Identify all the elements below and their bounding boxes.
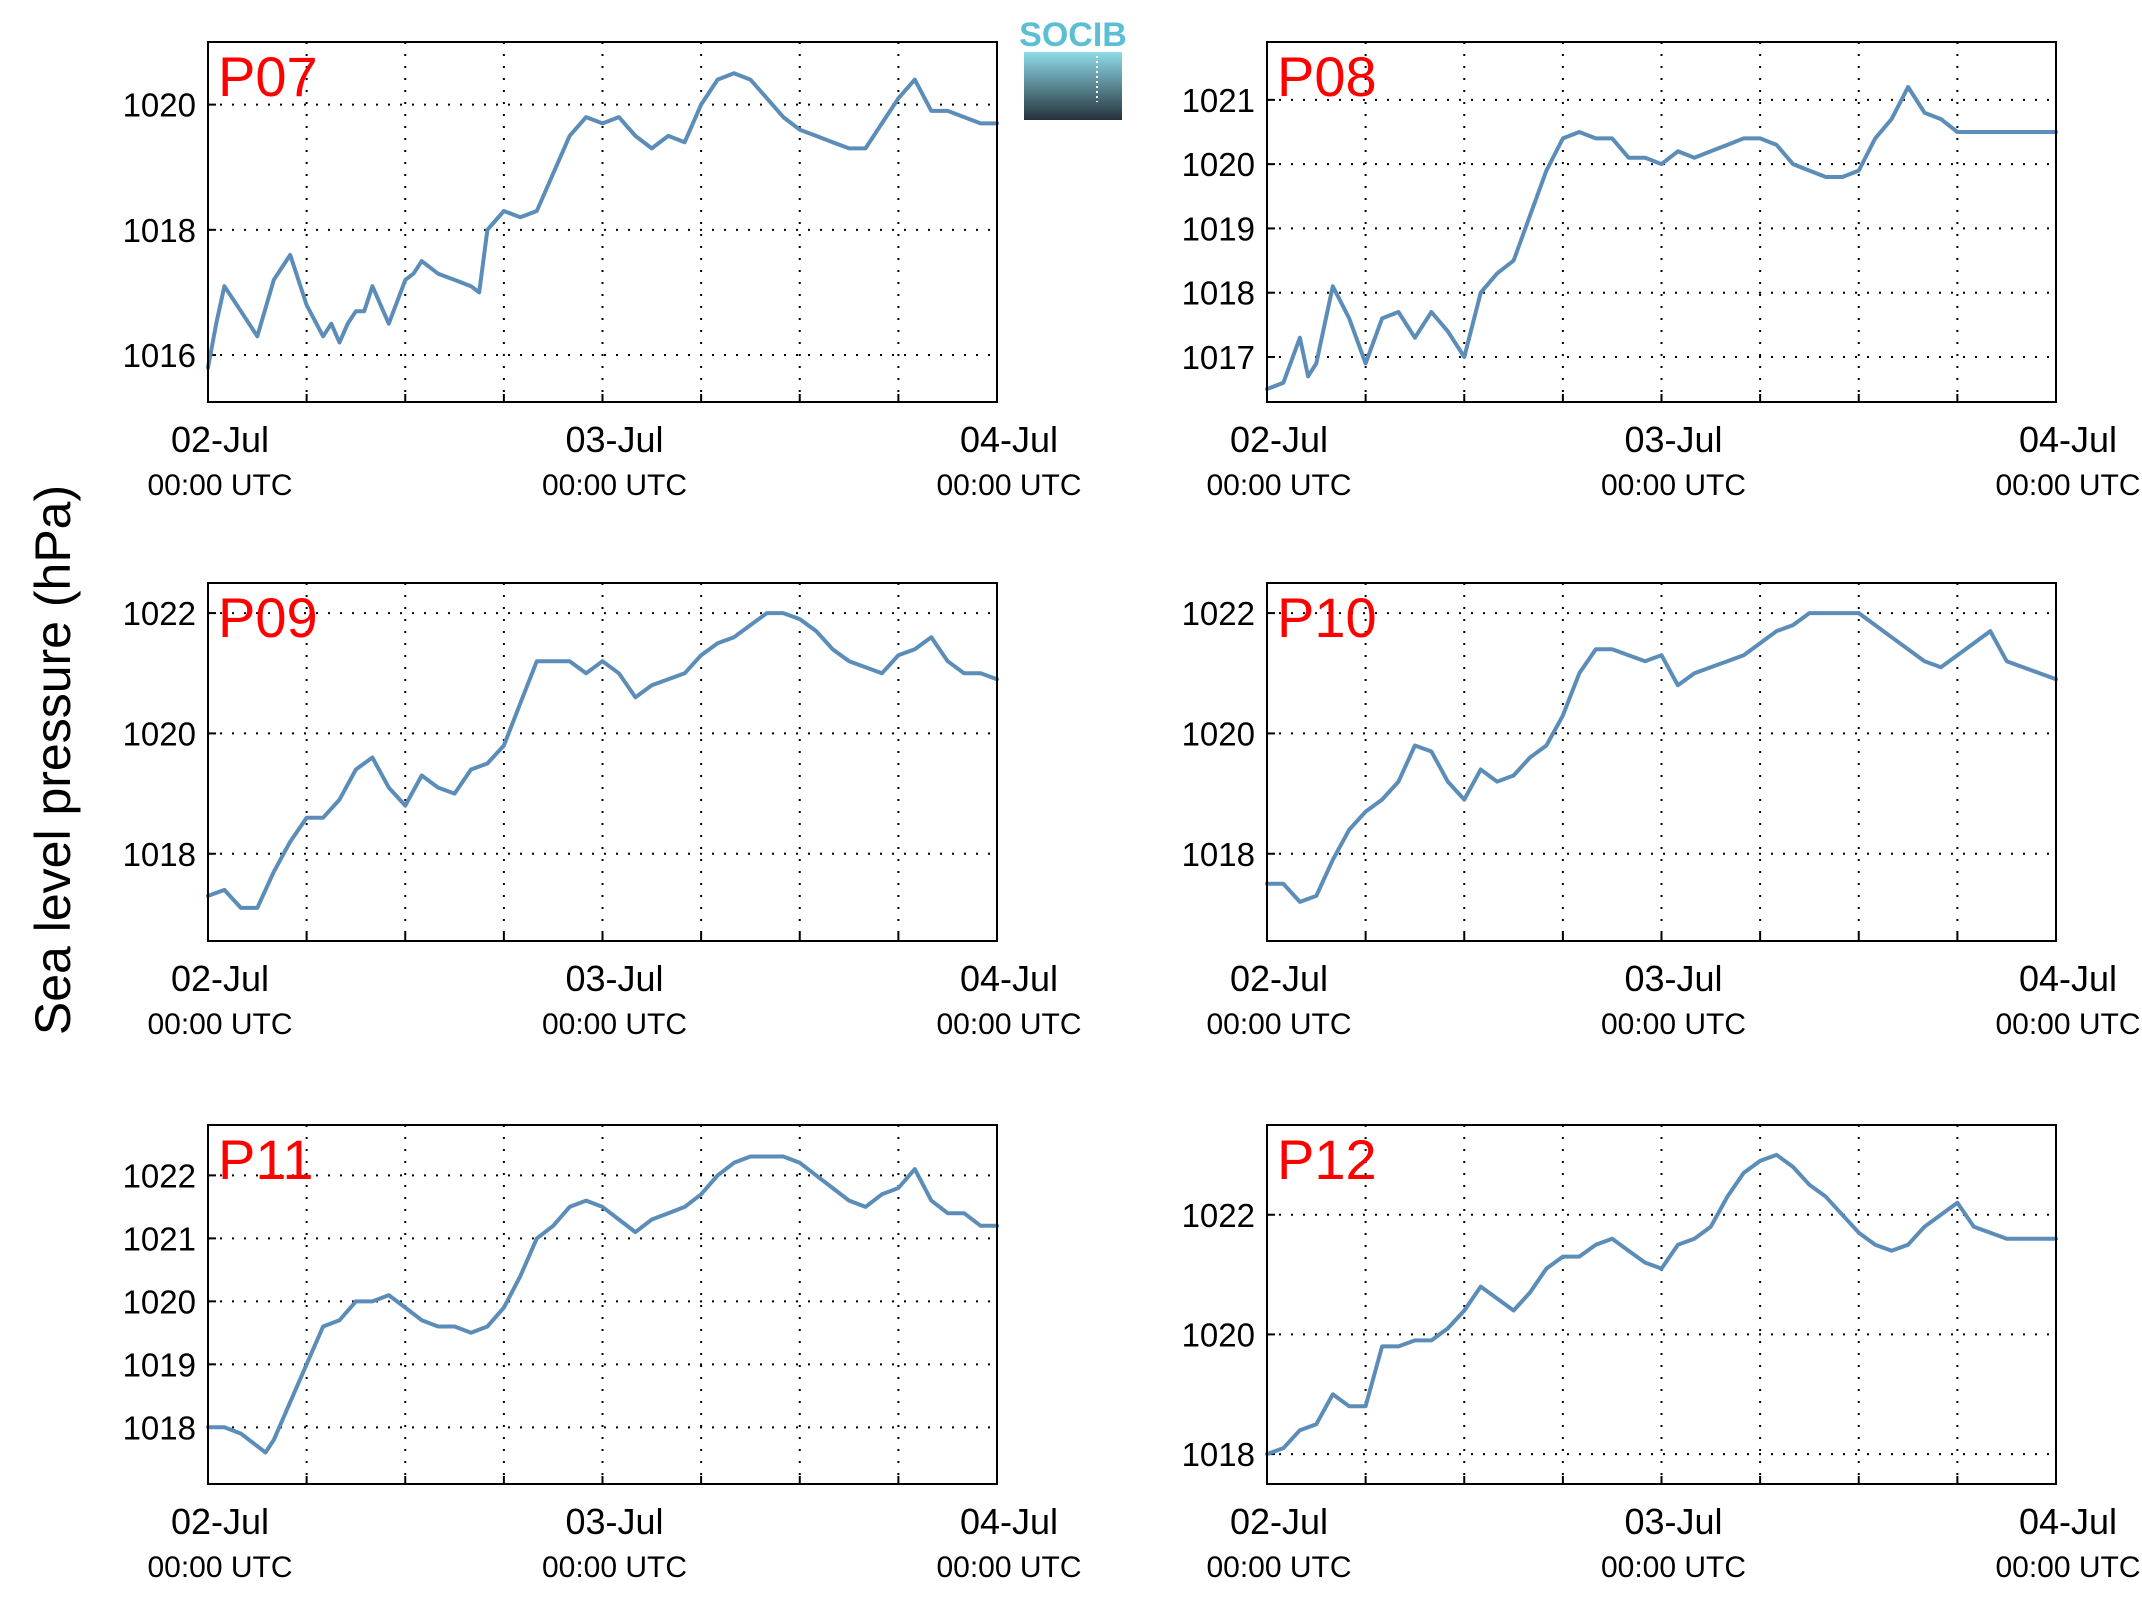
x-tick-label: 03-Jul (565, 1501, 663, 1542)
x-tick-label: 04-Jul (2019, 1501, 2117, 1542)
y-tick-label: 1020 (1182, 715, 1255, 752)
x-tick-sublabel: 00:00 UTC (936, 469, 1081, 502)
pressure-series-line (206, 1154, 999, 1455)
panel-p08: 1017 1018 1019 1020 1021 P08 02-Jul 00:00 UTC 03… (1182, 41, 2141, 502)
x-tick-label: 03-Jul (565, 419, 663, 460)
y-tick-label: 1021 (123, 1220, 196, 1257)
panel-title: P09 (218, 586, 318, 649)
x-tick-label: 02-Jul (1230, 419, 1328, 460)
y-tick-label: 1021 (1182, 82, 1255, 119)
logo-waves-icon (1024, 52, 1122, 120)
axes-frame (207, 41, 998, 403)
y-axis-label: Sea level pressure (hPa) (25, 485, 81, 1035)
y-tick-label: 1020 (1182, 1316, 1255, 1353)
x-tick-sublabel: 00:00 UTC (542, 469, 687, 502)
x-tick-label: 03-Jul (1624, 958, 1722, 999)
x-tick-label: 04-Jul (960, 419, 1058, 460)
socib-logo: SOCIB (1019, 16, 1127, 120)
x-tick-label: 03-Jul (1624, 1501, 1722, 1542)
chart-panels: 1016 1018 1020 P07 02-Jul 00:00 UTC 03-Jul 00:0… (123, 41, 2141, 1584)
x-tick-label: 02-Jul (1230, 1501, 1328, 1542)
axes-frame (1266, 41, 2057, 403)
x-tick-sublabel: 00:00 UTC (1601, 1008, 1746, 1041)
x-tick-label: 04-Jul (960, 1501, 1058, 1542)
y-tick-label: 1018 (123, 1409, 196, 1446)
x-tick-sublabel: 00:00 UTC (147, 1008, 292, 1041)
panel-p09: 1018 1020 1022 P09 02-Jul 00:00 UTC 03-Jul 00:0… (123, 582, 1082, 1041)
y-tick-label: 1020 (123, 87, 196, 124)
x-tick-sublabel: 00:00 UTC (1206, 1008, 1351, 1041)
y-tick-label: 1018 (1182, 275, 1255, 312)
axes-frame (207, 1124, 998, 1485)
panel-title: P11 (218, 1128, 313, 1191)
x-tick-label: 02-Jul (1230, 958, 1328, 999)
x-tick-sublabel: 00:00 UTC (1601, 1551, 1746, 1584)
x-tick-label: 04-Jul (2019, 958, 2117, 999)
x-tick-sublabel: 00:00 UTC (1601, 469, 1746, 502)
y-tick-label: 1018 (1182, 836, 1255, 873)
pressure-series-line (206, 71, 999, 370)
panel-p12: 1018 1020 1022 P12 02-Jul 00:00 UTC 03-Jul 00:0… (1182, 1124, 2141, 1584)
x-tick-sublabel: 00:00 UTC (542, 1551, 687, 1584)
pressure-series-line (1265, 85, 2058, 392)
y-tick-label: 1020 (1182, 146, 1255, 183)
x-tick-label: 04-Jul (2019, 419, 2117, 460)
x-tick-sublabel: 00:00 UTC (936, 1008, 1081, 1041)
panel-title: P07 (218, 45, 318, 108)
panel-title: P12 (1277, 1128, 1377, 1191)
y-tick-label: 1019 (1182, 210, 1255, 247)
x-tick-label: 04-Jul (960, 958, 1058, 999)
y-tick-label: 1018 (123, 212, 196, 249)
x-tick-label: 02-Jul (171, 958, 269, 999)
x-tick-label: 02-Jul (171, 419, 269, 460)
x-tick-label: 02-Jul (171, 1501, 269, 1542)
y-tick-label: 1022 (1182, 1197, 1255, 1234)
panel-p10: 1018 1020 1022 P10 02-Jul 00:00 UTC 03-Jul 00:0… (1182, 582, 2141, 1041)
x-tick-label: 03-Jul (1624, 419, 1722, 460)
y-tick-label: 1022 (123, 595, 196, 632)
x-tick-sublabel: 00:00 UTC (542, 1008, 687, 1041)
y-tick-label: 1020 (123, 715, 196, 752)
y-tick-label: 1016 (123, 337, 196, 374)
x-tick-sublabel: 00:00 UTC (936, 1551, 1081, 1584)
pressure-series-line (1265, 611, 2058, 904)
logo-text: SOCIB (1019, 16, 1127, 54)
panel-p11: 1018 1019 1020 1021 1022 P11 02-Jul 00:00 UTC 03… (123, 1124, 1082, 1584)
x-tick-sublabel: 00:00 UTC (147, 469, 292, 502)
x-tick-sublabel: 00:00 UTC (1995, 469, 2140, 502)
y-tick-label: 1022 (1182, 595, 1255, 632)
pressure-series-line (206, 611, 999, 910)
y-tick-label: 1019 (123, 1346, 196, 1383)
x-tick-sublabel: 00:00 UTC (1995, 1008, 2140, 1041)
axes-frame (1266, 582, 2057, 942)
pressure-series-line (1265, 1152, 2058, 1457)
y-tick-label: 1020 (123, 1283, 196, 1320)
axes-frame (1266, 1124, 2057, 1485)
y-tick-label: 1018 (123, 836, 196, 873)
y-tick-label: 1022 (123, 1157, 196, 1194)
axes-frame (207, 582, 998, 942)
panel-title: P10 (1277, 586, 1377, 649)
x-tick-sublabel: 00:00 UTC (1206, 469, 1351, 502)
x-tick-sublabel: 00:00 UTC (147, 1551, 292, 1584)
x-tick-label: 03-Jul (565, 958, 663, 999)
y-tick-label: 1018 (1182, 1436, 1255, 1473)
panel-p07: 1016 1018 1020 P07 02-Jul 00:00 UTC 03-Jul 00:0… (123, 41, 1082, 502)
x-tick-sublabel: 00:00 UTC (1995, 1551, 2140, 1584)
y-tick-label: 1017 (1182, 339, 1255, 376)
x-tick-sublabel: 00:00 UTC (1206, 1551, 1351, 1584)
panel-title: P08 (1277, 45, 1377, 108)
